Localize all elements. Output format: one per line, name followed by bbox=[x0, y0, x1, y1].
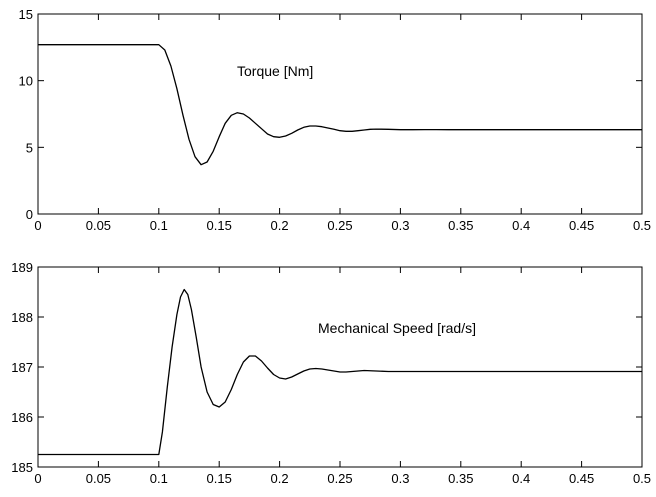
speed-x-tick-label: 0.25 bbox=[327, 471, 352, 486]
speed-axes-box bbox=[37, 266, 643, 468]
speed-x-tick-label: 0 bbox=[34, 471, 41, 486]
speed-x-tick-label: 0.5 bbox=[633, 471, 651, 486]
speed-y-tick-label: 185 bbox=[11, 460, 33, 475]
torque-x-tick-label: 0.3 bbox=[391, 218, 409, 233]
torque-x-tick-label: 0 bbox=[34, 218, 41, 233]
speed-y-tick-label: 188 bbox=[11, 310, 33, 325]
speed-x-tick-label: 0.15 bbox=[207, 471, 232, 486]
torque-series-line bbox=[38, 44, 642, 166]
torque-x-tick-label: 0.2 bbox=[271, 218, 289, 233]
torque-x-tick-label: 0.1 bbox=[150, 218, 168, 233]
speed-x-tick-label: 0.45 bbox=[569, 471, 594, 486]
speed-x-tick-label: 0.3 bbox=[391, 471, 409, 486]
torque-x-tick-label: 0.15 bbox=[207, 218, 232, 233]
speed-panel: 0 0.05 0.1 0.15 0.2 0.25 0.3 0.35 0.4 0.45 0.5 185 1… bbox=[11, 260, 651, 486]
torque-x-tick-label: 0.25 bbox=[327, 218, 352, 233]
speed-x-tick-label: 0.4 bbox=[512, 471, 530, 486]
speed-y-tick-label: 186 bbox=[11, 410, 33, 425]
speed-x-tick-label: 0.35 bbox=[448, 471, 473, 486]
speed-x-tick-label: 0.2 bbox=[271, 471, 289, 486]
torque-y-tick-label: 10 bbox=[19, 74, 33, 89]
torque-y-tick-label: 15 bbox=[19, 7, 33, 22]
speed-y-tick-label: 189 bbox=[11, 260, 33, 275]
torque-y-tick-label: 5 bbox=[26, 140, 33, 155]
torque-axes-box bbox=[37, 13, 643, 215]
torque-x-tick-label: 0.4 bbox=[512, 218, 530, 233]
torque-panel: 0 0.05 0.1 0.15 0.2 0.25 0.3 0.35 0.4 0.45 0.5 0 5 10… bbox=[19, 7, 652, 233]
torque-annotation: Torque [Nm] bbox=[237, 63, 313, 79]
torque-y-tick-label: 0 bbox=[26, 207, 33, 222]
speed-x-tick-label: 0.1 bbox=[150, 471, 168, 486]
torque-x-tick-label: 0.35 bbox=[448, 218, 473, 233]
torque-x-tick-label: 0.5 bbox=[633, 218, 651, 233]
speed-x-tick-label: 0.05 bbox=[86, 471, 111, 486]
speed-annotation: Mechanical Speed [rad/s] bbox=[318, 320, 476, 336]
speed-series-line bbox=[38, 288, 642, 456]
speed-y-tick-label: 187 bbox=[11, 360, 33, 375]
torque-x-tick-label: 0.05 bbox=[86, 218, 111, 233]
torque-x-tick-label: 0.45 bbox=[569, 218, 594, 233]
